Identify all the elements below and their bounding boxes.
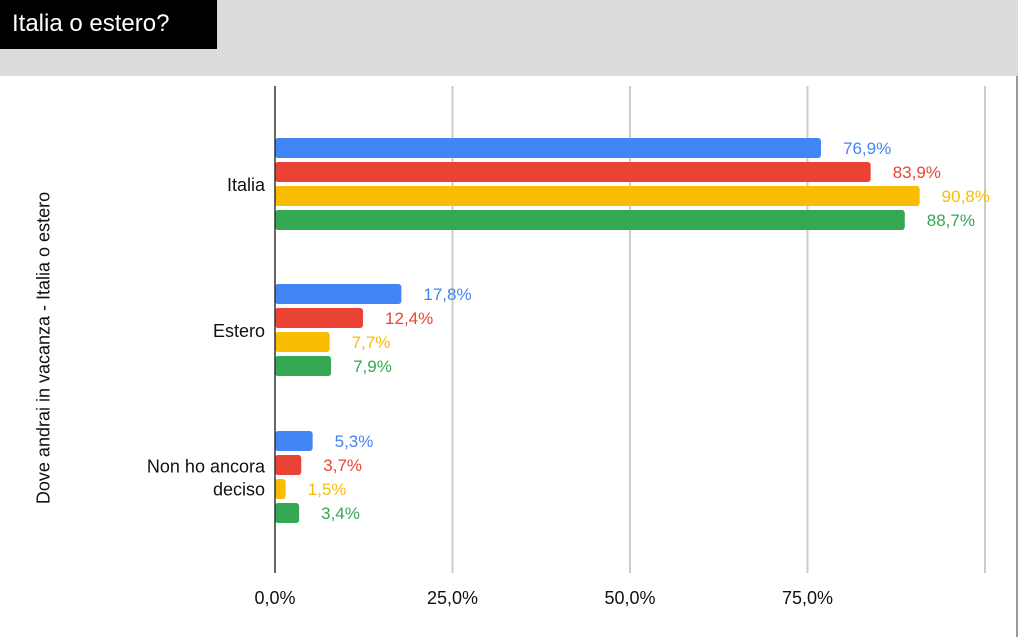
right-border	[1016, 76, 1018, 637]
bar-series2-0	[275, 162, 871, 182]
x-tick-label: 0,0%	[254, 588, 295, 608]
x-tick-label: 75,0%	[782, 588, 833, 608]
data-label: 5,3%	[335, 432, 374, 451]
data-label: 88,7%	[927, 211, 975, 230]
title-box: Italia o estero?	[0, 0, 217, 49]
data-label: 90,8%	[942, 187, 990, 206]
data-label: 83,9%	[893, 163, 941, 182]
data-label: 7,7%	[352, 333, 391, 352]
bar-series4-0	[275, 210, 905, 230]
bar-series4-2	[275, 503, 300, 523]
data-label: 1,5%	[308, 480, 347, 499]
bar-series1-2	[275, 431, 313, 451]
bar-series1-0	[275, 138, 821, 158]
data-label: 76,9%	[843, 139, 891, 158]
data-label: 17,8%	[423, 285, 471, 304]
bar-series1-1	[275, 284, 402, 304]
data-label: 3,7%	[323, 456, 362, 475]
category-label: Estero	[213, 321, 265, 341]
x-tick-label: 25,0%	[427, 588, 478, 608]
category-label: deciso	[213, 480, 265, 500]
bar-series3-0	[275, 186, 920, 206]
data-label: 12,4%	[385, 309, 433, 328]
data-label: 3,4%	[321, 504, 360, 523]
bar-series3-2	[275, 479, 286, 499]
x-tick-label: 50,0%	[604, 588, 655, 608]
category-label: Italia	[227, 175, 266, 195]
bar-series2-1	[275, 308, 364, 328]
page-title: Italia o estero?	[12, 10, 170, 37]
bar-series4-1	[275, 356, 332, 376]
bar-series2-2	[275, 455, 302, 475]
data-label: 7,9%	[353, 357, 392, 376]
bar-series3-1	[275, 332, 330, 352]
category-label: Non ho ancora	[147, 457, 266, 477]
